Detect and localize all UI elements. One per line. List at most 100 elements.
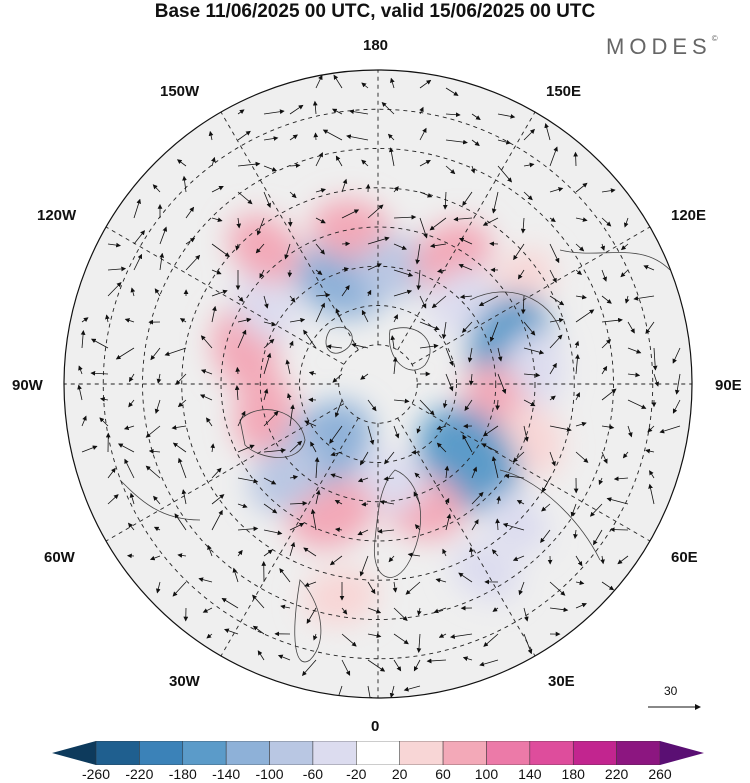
wind-vector (467, 347, 473, 363)
wind-vector (153, 495, 161, 505)
wind-vector (464, 399, 473, 411)
wind-vector (419, 321, 440, 331)
meridian-line (411, 226, 651, 365)
wind-vector (333, 74, 343, 89)
wind-vector (419, 217, 428, 239)
wind-vector (470, 165, 476, 174)
wind-vector (450, 633, 473, 639)
wind-vector (361, 159, 369, 167)
wind-vector (438, 633, 447, 638)
wind-vector (445, 347, 454, 367)
wind-vector (329, 555, 343, 566)
wind-vector (419, 79, 432, 89)
wind-vector (407, 552, 421, 558)
wind-vector (236, 217, 242, 229)
wind-vector (491, 191, 499, 214)
wind-vector (107, 242, 121, 248)
wind-vector (627, 347, 642, 354)
wind-vector (645, 448, 655, 454)
wind-vector (211, 467, 222, 479)
wind-vector (381, 101, 395, 115)
wind-vector (419, 191, 433, 198)
wind-vector (315, 74, 323, 89)
latitude-circle (220, 226, 536, 542)
wind-vector (471, 491, 484, 505)
wind-vector (517, 269, 525, 280)
wind-vector (471, 519, 479, 531)
wind-vector (315, 188, 326, 193)
wind-vector (237, 130, 251, 141)
wind-vector (360, 373, 369, 380)
wind-vector (263, 477, 277, 485)
wind-vector (359, 451, 369, 466)
wind-vector (458, 237, 473, 245)
wind-vector (495, 399, 500, 411)
wind-vector (672, 399, 681, 414)
colorbar-tick-label: -260 (81, 766, 111, 782)
wind-vector (289, 404, 295, 427)
wind-vector (301, 659, 317, 677)
wind-vector (478, 295, 499, 306)
wind-vector (471, 113, 481, 120)
wind-vector (211, 186, 224, 193)
wind-vector (516, 500, 525, 505)
wind-vector (674, 373, 681, 395)
wind-vector (627, 321, 635, 334)
latitude-circle (181, 187, 575, 581)
wind-vector (175, 373, 187, 385)
wind-vector (237, 503, 248, 509)
anomaly-cell (249, 438, 324, 513)
wind-vector (389, 685, 395, 698)
wind-vector (549, 269, 557, 284)
wind-vector (495, 518, 500, 531)
wind-vector (232, 567, 239, 583)
wind-vector (441, 321, 447, 340)
wind-vector (107, 467, 116, 479)
wind-vector (436, 442, 447, 453)
wind-vector (388, 147, 395, 167)
wind-vector (359, 555, 369, 577)
wind-vector (549, 451, 556, 467)
wind-vector (442, 191, 448, 210)
wind-vector (313, 132, 319, 141)
wind-vector (133, 230, 145, 245)
wind-vector (622, 451, 629, 459)
wind-vector (431, 295, 447, 309)
wind-vector (606, 497, 629, 505)
wind-vector (128, 373, 135, 383)
wind-vector (315, 292, 331, 298)
wind-vector (159, 252, 165, 271)
anomaly-cell (228, 214, 301, 284)
wind-vector (341, 209, 360, 219)
wind-vector (285, 359, 291, 375)
wind-vector (436, 425, 447, 430)
wind-vector (263, 352, 272, 375)
wind-vector (388, 555, 395, 563)
colorbar (52, 741, 704, 765)
wind-vector (148, 448, 161, 454)
wind-vector (601, 365, 608, 375)
wind-vector (384, 451, 395, 465)
wind-vector (491, 549, 499, 557)
wind-vector (357, 529, 369, 536)
lon-label-120w: 120W (37, 207, 77, 224)
wind-vector (649, 470, 655, 479)
wind-vector (357, 477, 369, 483)
wind-vector (461, 321, 473, 333)
wind-vector (128, 399, 135, 408)
wind-vector (115, 347, 135, 360)
wind-vector (259, 269, 265, 279)
wind-vector (208, 130, 214, 141)
wind-vector (211, 509, 223, 531)
wind-vector (351, 342, 369, 349)
wind-vector (445, 112, 461, 118)
wind-vector (99, 417, 109, 427)
wind-vector (575, 269, 583, 276)
brand-name: MODES (606, 34, 712, 59)
colorbar-tick-label: 100 (474, 766, 499, 782)
wind-vector (393, 425, 400, 439)
wind-vector (206, 633, 213, 639)
wind-vector (312, 100, 318, 115)
wind-vector (332, 373, 343, 383)
colorbar-tick-label: 180 (561, 766, 585, 782)
